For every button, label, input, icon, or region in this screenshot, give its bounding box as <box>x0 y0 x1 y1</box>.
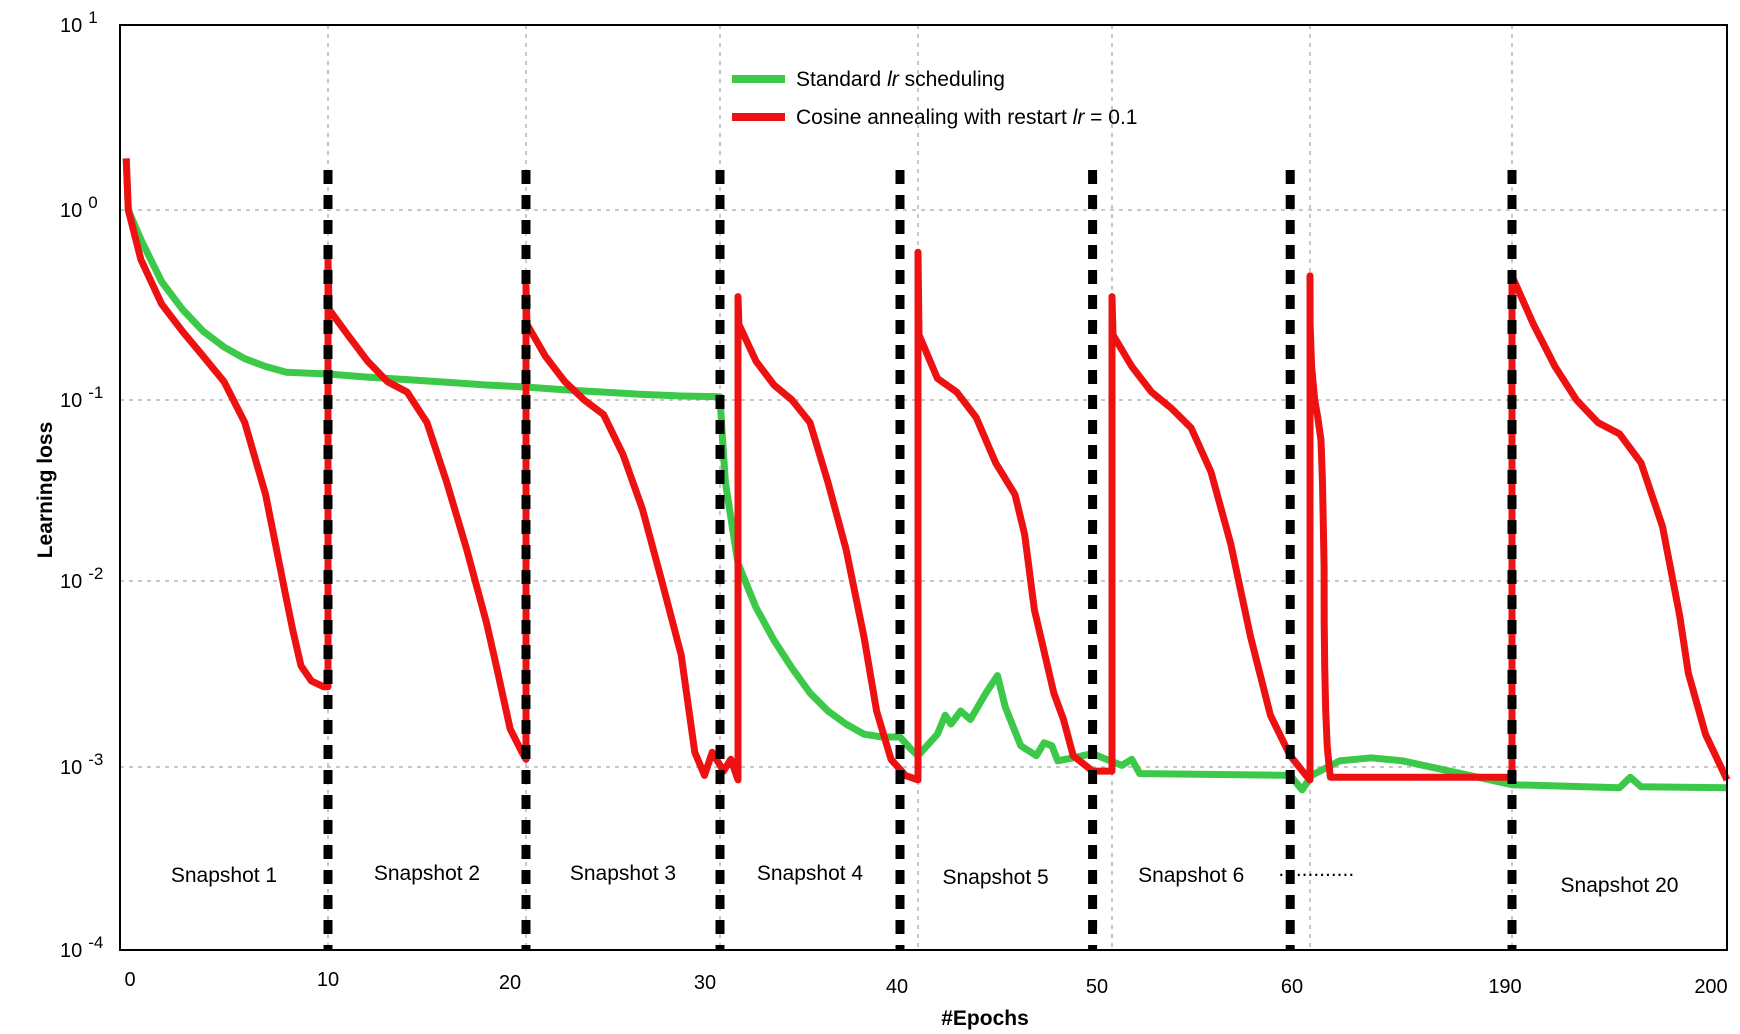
y-tick-label: 10 1 <box>60 8 98 37</box>
y-tick-label: 10 0 <box>60 193 98 222</box>
snapshot-label: Snapshot 2 <box>374 862 480 885</box>
series-line-standard <box>122 158 1728 794</box>
snapshot-label: Snapshot 4 <box>757 862 864 885</box>
horizontal-gridlines <box>120 209 1727 768</box>
legend-label: Standard lr scheduling <box>796 68 1005 91</box>
x-tick-labels: 0 10 20 30 40 50 60 190 200 <box>124 969 1727 998</box>
x-tick-label: 60 <box>1281 976 1303 998</box>
x-tick-label: 10 <box>317 969 339 991</box>
snapshot-label: Snapshot 20 <box>1561 874 1679 897</box>
x-tick-label: 20 <box>499 972 521 994</box>
y-tick-label: 10 -2 <box>60 564 103 593</box>
snapshot-label: Snapshot 3 <box>570 862 676 885</box>
legend-label: Cosine annealing with restart lr = 0.1 <box>796 106 1137 129</box>
snapshot-label: ............. <box>1278 858 1354 881</box>
x-axis-title: #Epochs <box>941 1007 1029 1030</box>
x-tick-label: 190 <box>1488 976 1521 998</box>
x-tick-label: 30 <box>694 972 716 994</box>
x-tick-label: 50 <box>1086 976 1108 998</box>
series-line-cosine <box>122 158 1731 784</box>
legend: Standard lr scheduling Cosine annealing w… <box>732 68 1137 129</box>
restart-markers <box>323 170 1517 950</box>
y-tick-label: 10 -4 <box>60 933 103 962</box>
plot-frame <box>119 24 1728 951</box>
snapshot-labels: Snapshot 1 Snapshot 2 Snapshot 3 Snapshot 4… <box>171 858 1679 897</box>
y-tick-label: 10 -1 <box>60 383 103 412</box>
y-tick-label: 10 -3 <box>60 750 103 779</box>
x-tick-label: 200 <box>1694 976 1727 998</box>
x-tick-label: 0 <box>124 969 135 991</box>
x-tick-label: 40 <box>886 976 908 998</box>
snapshot-label: Snapshot 6 <box>1138 864 1244 887</box>
y-axis-title: Learning loss <box>34 422 57 559</box>
snapshot-label: Snapshot 5 <box>942 866 1048 889</box>
snapshot-label: Snapshot 1 <box>171 864 277 887</box>
series-layer <box>122 158 1731 794</box>
